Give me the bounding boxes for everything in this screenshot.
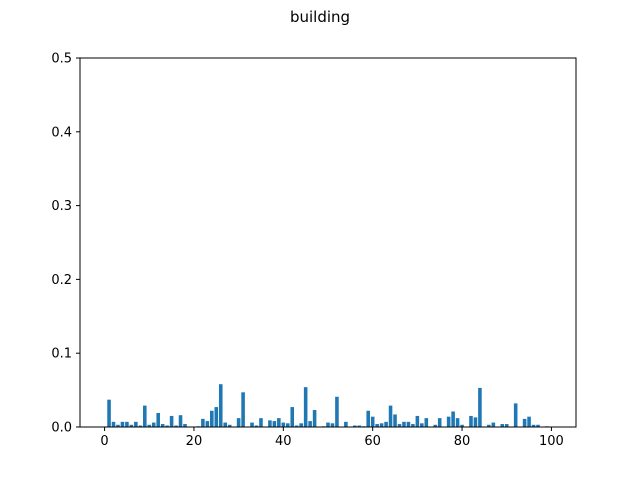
x-tick-label: 80	[454, 434, 471, 449]
bar-97	[536, 424, 540, 427]
bar-38	[272, 421, 277, 427]
bar-15	[169, 415, 174, 427]
bar-16	[174, 425, 178, 427]
bar-46	[308, 421, 312, 427]
bar-66	[397, 424, 402, 427]
y-tick-label: 0.4	[51, 125, 72, 140]
y-tick-label: 0.1	[51, 347, 72, 362]
y-tick-label: 0.5	[51, 52, 72, 67]
bar-94	[522, 418, 527, 427]
bar-64	[388, 405, 393, 427]
bar-14	[165, 425, 169, 427]
bar-31	[241, 392, 245, 427]
bar-25	[214, 407, 219, 427]
bar-50	[326, 422, 330, 427]
bar-11	[151, 422, 156, 427]
bar-39	[277, 418, 281, 427]
bars-group	[107, 384, 549, 427]
bar-22	[201, 418, 205, 427]
y-tick-label: 0.0	[51, 421, 72, 436]
bar-83	[473, 417, 478, 427]
bar-71	[420, 423, 424, 427]
bar-47	[312, 410, 317, 427]
bar-61	[375, 424, 379, 427]
bar-37	[268, 420, 272, 427]
bar-42	[290, 407, 295, 427]
bar-3	[116, 424, 120, 427]
x-tick-label: 40	[275, 434, 292, 449]
bar-23	[205, 421, 210, 427]
bar-67	[402, 421, 406, 427]
x-tick-label: 100	[539, 434, 564, 449]
bar-8	[138, 425, 143, 427]
bar-10	[147, 424, 152, 427]
x-tick-label: 60	[364, 434, 381, 449]
bar-82	[469, 415, 473, 427]
bar-33	[250, 422, 254, 427]
bar-7	[134, 421, 138, 427]
bar-17	[178, 415, 183, 427]
bar-1	[107, 399, 111, 427]
bar-95	[527, 416, 531, 427]
bar-79	[455, 418, 460, 427]
bar-6	[129, 424, 134, 427]
bar-90	[504, 424, 509, 427]
bar-5	[125, 421, 129, 427]
bar-84	[478, 387, 482, 427]
bar-12	[156, 412, 160, 427]
bar-63	[384, 421, 388, 427]
bar-40	[281, 422, 286, 427]
y-axis: 0.0 0.1 0.2 0.3 0.4 0.5	[51, 52, 80, 436]
y-tick-label: 0.2	[51, 273, 72, 288]
axes-frame	[79, 57, 577, 428]
bar-28	[227, 424, 232, 427]
bar-86	[487, 424, 491, 427]
bar-41	[286, 423, 290, 427]
bar-43	[294, 425, 299, 427]
bar-60	[370, 416, 375, 427]
bar-54	[344, 421, 348, 427]
bar-52	[335, 396, 339, 427]
bar-68	[406, 421, 411, 427]
bar-59	[366, 410, 370, 427]
bar-77	[446, 416, 451, 427]
bar-69	[411, 424, 415, 427]
chart-title: building	[290, 8, 350, 26]
bar-89	[500, 424, 505, 427]
bar-35	[259, 418, 263, 427]
bar-27	[223, 422, 228, 427]
bar-70	[415, 415, 420, 427]
bar-92	[513, 403, 518, 427]
bar-62	[379, 423, 384, 427]
bar-44	[299, 423, 303, 427]
bar-80	[460, 424, 464, 427]
bar-72	[424, 418, 429, 427]
bar-18	[183, 424, 187, 427]
x-tick-label: 20	[186, 434, 203, 449]
bar-30	[236, 418, 241, 427]
x-axis: 0 20 40 60 80 100	[100, 427, 564, 449]
bar-57	[357, 425, 362, 427]
bar-24	[210, 410, 214, 427]
bar-13	[160, 424, 165, 427]
bar-74	[433, 424, 438, 427]
y-tick-label: 0.3	[51, 199, 72, 214]
bar-45	[303, 387, 308, 427]
bar-65	[393, 414, 397, 427]
bar-78	[451, 411, 455, 427]
bar-75	[437, 418, 442, 427]
bar-34	[254, 425, 259, 427]
bar-9	[143, 405, 147, 427]
bar-96	[531, 424, 536, 427]
bar-4	[120, 421, 125, 427]
bar-51	[330, 423, 335, 427]
bar-56	[353, 425, 357, 427]
bar-26	[218, 384, 223, 427]
bar-2	[111, 421, 116, 427]
bar-87	[491, 422, 496, 427]
x-tick-label: 0	[100, 434, 108, 449]
